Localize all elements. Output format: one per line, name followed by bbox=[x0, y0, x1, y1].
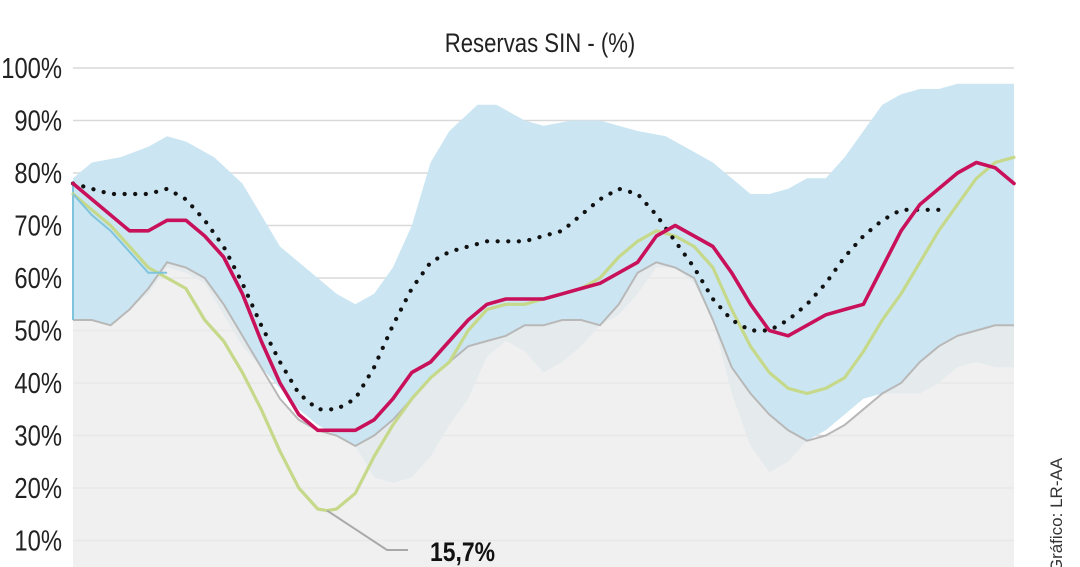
y-tick-label-100: 100% bbox=[1, 52, 62, 85]
y-tick-label-60: 60% bbox=[14, 262, 62, 295]
y-tick-label-40: 40% bbox=[14, 367, 62, 400]
historical-minimum-line bbox=[73, 261, 1014, 448]
y-tick-label-90: 90% bbox=[14, 104, 62, 137]
series-line-previous-year bbox=[71, 155, 1016, 513]
area-bands bbox=[72, 83, 1014, 567]
y-tick-label-10: 10% bbox=[14, 524, 62, 557]
source-note: Gráfico: LR-AA bbox=[1047, 457, 1066, 567]
annotation: 15,7% bbox=[326, 509, 495, 567]
series-line-current-year bbox=[71, 160, 1016, 433]
y-tick-label-30: 30% bbox=[14, 419, 62, 452]
annotation-label: 15,7% bbox=[430, 537, 495, 567]
y-tick-label-20: 20% bbox=[14, 472, 62, 505]
chart-title: Reservas SIN - (%) bbox=[445, 29, 636, 59]
historical-minimum-area bbox=[73, 262, 1014, 567]
historical-range-area bbox=[73, 83, 1014, 483]
annotation-leader-line bbox=[326, 509, 408, 551]
y-tick-label-80: 80% bbox=[14, 157, 62, 190]
series-line-historical-average bbox=[70, 181, 941, 412]
y-axis: 10% 20% 30% 40% 50% 60% 70% 80% 90% 100% bbox=[1, 52, 62, 557]
series-lines bbox=[70, 155, 1016, 513]
y-tick-label-50: 50% bbox=[14, 314, 62, 347]
range-lower-edge-start bbox=[72, 193, 168, 274]
y-tick-label-70: 70% bbox=[14, 209, 62, 242]
